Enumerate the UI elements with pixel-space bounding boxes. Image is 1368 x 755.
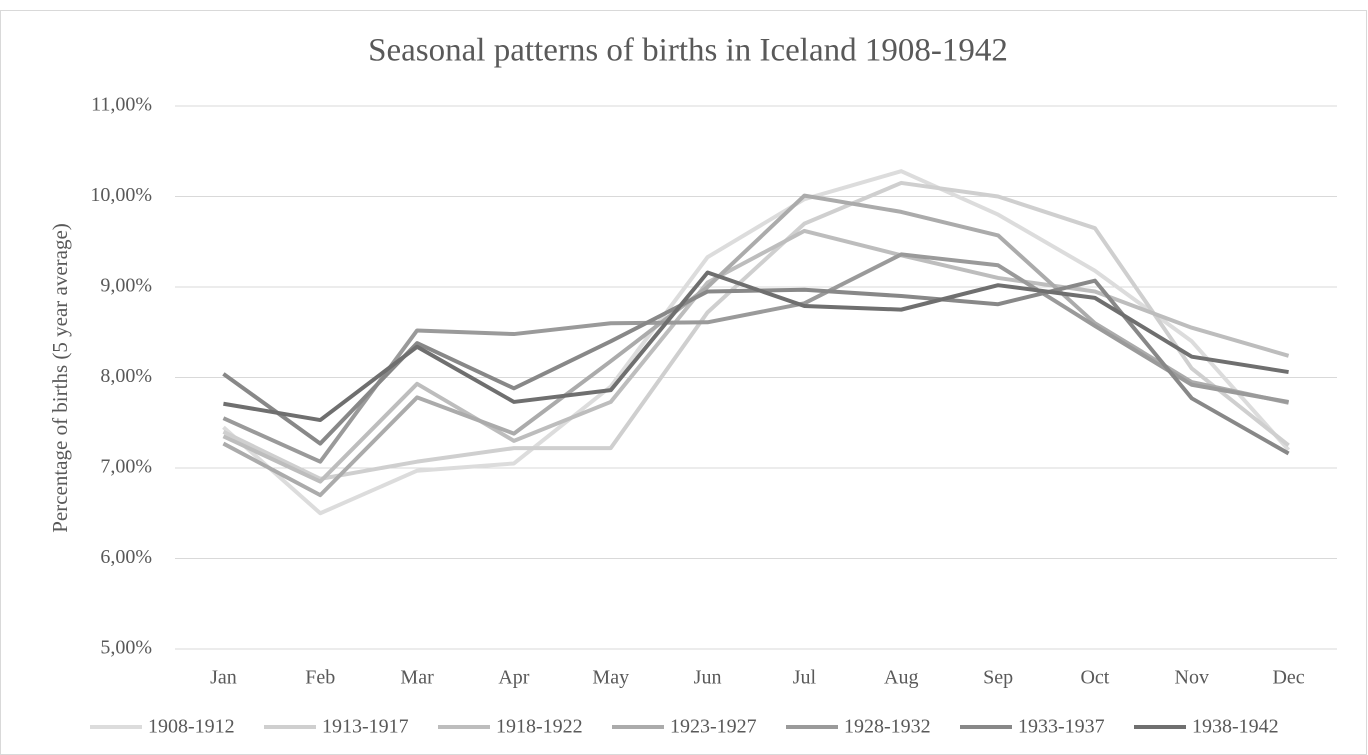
series-line — [222, 193, 1290, 498]
series-line — [222, 180, 1290, 481]
series-line — [222, 169, 1291, 516]
x-tick-label: Nov — [1175, 667, 1209, 689]
x-tick-label: Sep — [983, 667, 1013, 689]
chart-frame — [0, 10, 1367, 755]
legend-label: 1938-1942 — [1192, 716, 1279, 738]
x-tick-label: Oct — [1080, 667, 1109, 689]
y-tick-label: 10,00% — [90, 184, 152, 206]
y-tick-label: 5,00% — [100, 637, 152, 659]
y-tick-label: 11,00% — [91, 94, 152, 116]
x-tick-label: Apr — [498, 667, 529, 689]
series-line — [223, 270, 1289, 423]
legend-label: 1928-1932 — [844, 716, 931, 738]
y-tick-label: 9,00% — [100, 275, 152, 297]
chart-title: Seasonal patterns of births in Iceland 1… — [368, 33, 1008, 69]
legend-label: 1913-1917 — [322, 716, 409, 738]
x-tick-label: Aug — [884, 667, 918, 689]
x-tick-label: May — [592, 667, 629, 689]
series-line — [222, 252, 1289, 464]
x-tick-label: Jan — [210, 667, 237, 689]
x-tick-label: Feb — [305, 667, 335, 689]
legend-label: 1908-1912 — [148, 716, 235, 738]
x-tick-label: Mar — [400, 667, 434, 689]
y-tick-label: 6,00% — [100, 546, 152, 568]
y-axis-label: Percentage of births (5 year average) — [48, 223, 72, 533]
x-tick-label: Dec — [1272, 667, 1304, 689]
legend-label: 1918-1922 — [496, 716, 583, 738]
legend-label: 1923-1927 — [670, 716, 757, 738]
y-tick-label: 8,00% — [100, 365, 152, 387]
y-tick-label: 7,00% — [100, 456, 152, 478]
x-tick-label: Jun — [694, 667, 722, 689]
legend-label: 1933-1937 — [1018, 716, 1105, 738]
x-tick-label: Jul — [793, 667, 817, 689]
